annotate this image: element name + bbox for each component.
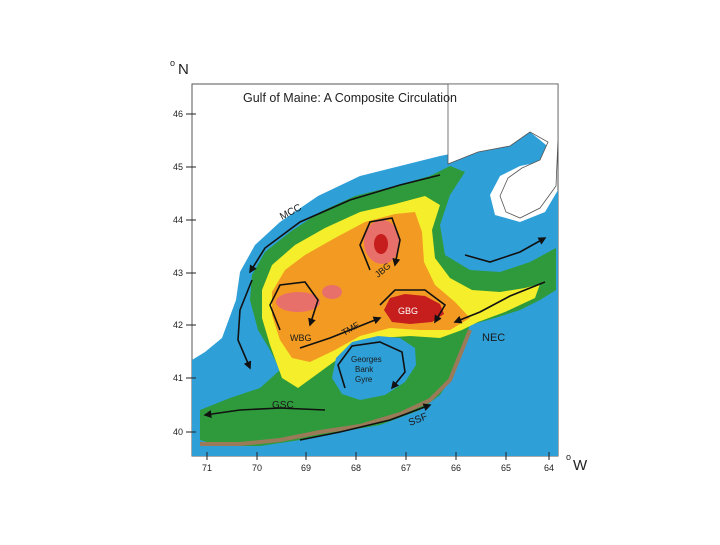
lon-tick-label: 64: [544, 463, 554, 473]
label-georges-line-1: Georges: [351, 355, 382, 364]
longitude-axis: 71 70 69 68 67 66 65 64: [202, 452, 554, 473]
degree-mark-lon: o: [566, 452, 571, 462]
shelf-arrow-east: [464, 237, 547, 263]
georges-gyre-arrow: [337, 341, 406, 390]
label-nec: NEC: [482, 332, 505, 344]
gbg-loop: [379, 289, 447, 324]
lon-tick-label: 70: [252, 463, 262, 473]
lon-tick-label: 66: [451, 463, 461, 473]
label-wbg: WBG: [290, 333, 312, 343]
orange-core-region: [272, 212, 470, 362]
coastal-arrow-west: [237, 279, 253, 370]
pink-basin-jordan-core: [374, 234, 388, 254]
lat-tick-label: 41: [173, 373, 183, 383]
gsc-arrow: [203, 407, 326, 419]
label-georges-line-2: Bank: [355, 365, 374, 374]
lat-tick-label: 42: [173, 320, 183, 330]
ssf-arrow: [299, 403, 432, 441]
map-title: Gulf of Maine: A Composite Circulation: [243, 91, 457, 105]
label-gbg: GBG: [398, 306, 418, 316]
lat-tick-label: 44: [173, 215, 183, 225]
label-gsc: GSC: [272, 400, 294, 411]
latitude-axis: 46 45 44 43 42 41 40: [173, 109, 196, 437]
pink-basin-small: [322, 285, 342, 299]
lon-tick-label: 68: [351, 463, 361, 473]
pink-basin-wilkinson: [276, 292, 320, 312]
lon-tick-label: 65: [501, 463, 511, 473]
tmf-arrow: [299, 316, 382, 349]
mcc-arrow: [249, 174, 441, 274]
lon-tick-label: 67: [401, 463, 411, 473]
lat-tick-label: 46: [173, 109, 183, 119]
lon-unit-label: W: [573, 457, 588, 474]
lon-tick-label: 71: [202, 463, 212, 473]
circulation-arrows: [203, 174, 547, 441]
degree-mark-lat: o: [170, 58, 175, 68]
lon-tick-label: 69: [301, 463, 311, 473]
lat-tick-label: 43: [173, 268, 183, 278]
nova-scotia-land: [447, 83, 559, 219]
lat-tick-label: 45: [173, 162, 183, 172]
wbg-gyre: [269, 281, 319, 331]
nec-arrow: [453, 281, 546, 324]
southern-coast-fringe: [200, 329, 472, 446]
jbg-gyre: [359, 217, 401, 271]
label-georges-line-3: Gyre: [355, 375, 373, 384]
lat-tick-label: 40: [173, 427, 183, 437]
lat-unit-label: N: [178, 61, 189, 78]
georges-basin-region: [384, 294, 444, 324]
